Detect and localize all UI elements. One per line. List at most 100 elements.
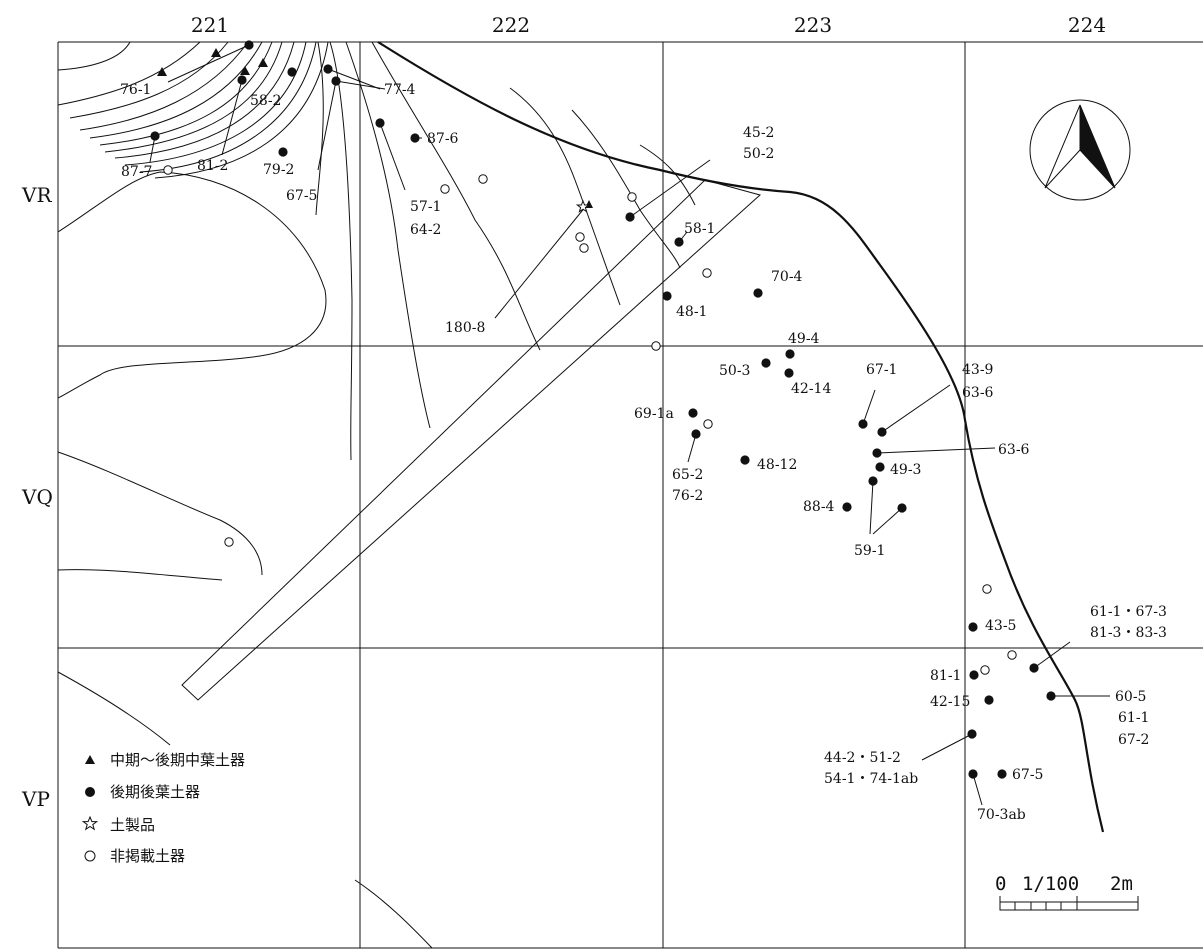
grid-column-label: 221 — [191, 13, 229, 37]
north-arrow-right-half — [1079, 104, 1116, 189]
point-label: 54-1・74-1ab — [824, 771, 918, 787]
open-circle-marker — [627, 192, 637, 202]
point-label: 50-2 — [743, 146, 774, 162]
filled-circle-marker — [897, 503, 907, 513]
filled-circle-marker — [1046, 691, 1056, 701]
filled-circle-marker — [244, 40, 254, 50]
point-label: 63-6 — [962, 385, 994, 401]
filled-circle-marker — [1029, 663, 1039, 673]
point-label: 42-15 — [930, 694, 970, 710]
middle-period-pottery-markers — [157, 48, 593, 208]
filled-circle-marker — [968, 769, 978, 779]
open-circle-marker — [1007, 650, 1017, 660]
point-label: 57-1 — [410, 199, 441, 215]
triangle-marker — [157, 67, 167, 76]
filled-circle-marker — [278, 147, 288, 157]
filled-circle-marker — [868, 476, 878, 486]
legend-open-circle-icon — [84, 850, 96, 862]
filled-circle-marker — [287, 67, 297, 77]
clay-product-star-marker — [575, 199, 591, 213]
filled-circle-marker — [410, 133, 420, 143]
point-label: 50-3 — [719, 363, 750, 379]
filled-circle-marker — [984, 695, 994, 705]
point-label: 45-2 — [743, 125, 774, 141]
point-label: 81-2 — [197, 158, 228, 174]
scale-bar: 0 1/100 2m — [995, 873, 1139, 911]
leader-lines — [149, 44, 1110, 806]
open-circle-marker — [579, 243, 589, 253]
point-label: 60-5 — [1115, 689, 1146, 705]
point-label: 76-1 — [120, 82, 151, 98]
triangle-marker — [211, 48, 221, 57]
legend-label: 後期後葉土器 — [110, 783, 200, 801]
point-label: 44-2・51-2 — [824, 750, 901, 766]
scale-ratio-label: 1/100 — [1022, 873, 1079, 895]
open-circle-marker — [440, 184, 450, 194]
filled-circle-marker — [761, 358, 771, 368]
legend-triangle-icon — [85, 755, 95, 764]
point-label: 58-1 — [684, 221, 715, 237]
late-period-pottery-markers — [150, 40, 1056, 779]
point-label: 59-1 — [854, 543, 885, 559]
north-arrow-left-half — [1044, 104, 1081, 189]
grid-column-label: 222 — [492, 13, 530, 37]
open-circle-marker — [651, 341, 661, 351]
north-arrow-circle — [1029, 99, 1131, 201]
legend-filled-circle-icon — [85, 787, 95, 797]
open-circle-marker — [703, 419, 713, 429]
open-circle-marker — [575, 232, 585, 242]
grid-row-label: VP — [21, 787, 50, 811]
filled-circle-marker — [997, 769, 1007, 779]
filled-circle-marker — [967, 729, 977, 739]
point-label: 88-4 — [803, 499, 835, 515]
point-label: 87-6 — [427, 131, 459, 147]
legend-label: 土製品 — [110, 816, 155, 834]
triangle-marker — [258, 58, 268, 67]
grid-column-label: 223 — [794, 13, 832, 37]
filled-circle-marker — [662, 291, 672, 301]
point-label: 81-3・83-3 — [1090, 625, 1167, 641]
point-label: 49-3 — [890, 462, 921, 478]
open-circle-marker — [702, 268, 712, 278]
open-circle-marker — [980, 665, 990, 675]
point-label: 70-4 — [771, 269, 803, 285]
point-label: 64-2 — [410, 222, 441, 238]
grid-row-label: VQ — [21, 485, 53, 509]
point-label: 67-1 — [866, 362, 897, 378]
point-label: 61-1 — [1118, 710, 1149, 726]
filled-circle-marker — [872, 448, 882, 458]
point-label: 67-2 — [1118, 732, 1149, 748]
point-label: 67-5 — [286, 188, 317, 204]
legend: 中期～後期中葉土器 後期後葉土器 土製品 非掲載土器 — [81, 751, 245, 865]
filled-circle-marker — [688, 408, 698, 418]
point-labels: 76-1 58-2 77-4 81-2 87-7 79-2 67-5 87-6 … — [120, 82, 1167, 823]
filled-circle-marker — [237, 75, 247, 85]
unpublished-pottery-markers — [163, 165, 1017, 675]
filled-circle-marker — [784, 368, 794, 378]
point-label: 61-1・67-3 — [1090, 604, 1167, 620]
grid-lines — [57, 41, 1203, 949]
point-label: 67-5 — [1012, 767, 1043, 783]
open-circle-marker — [163, 165, 173, 175]
point-label: 76-2 — [672, 488, 703, 504]
legend-label: 中期～後期中葉土器 — [110, 751, 245, 769]
filled-circle-marker — [753, 288, 763, 298]
point-label: 43-9 — [962, 362, 993, 378]
filled-circle-marker — [842, 502, 852, 512]
open-circle-marker — [224, 537, 234, 547]
filled-circle-marker — [375, 118, 385, 128]
point-label: 79-2 — [263, 162, 294, 178]
trench-outline — [181, 179, 762, 701]
point-label: 49-4 — [788, 331, 820, 347]
scale-start-label: 0 — [995, 873, 1006, 895]
point-label: 69-1a — [634, 406, 674, 422]
point-label: 81-1 — [930, 668, 961, 684]
filled-circle-marker — [740, 455, 750, 465]
point-label: 65-2 — [672, 467, 703, 483]
point-label: 42-14 — [791, 381, 831, 397]
point-label: 77-4 — [384, 82, 416, 98]
north-arrow — [1029, 99, 1131, 201]
contour-lines — [57, 41, 696, 949]
scale-bar-frame — [999, 901, 1139, 911]
